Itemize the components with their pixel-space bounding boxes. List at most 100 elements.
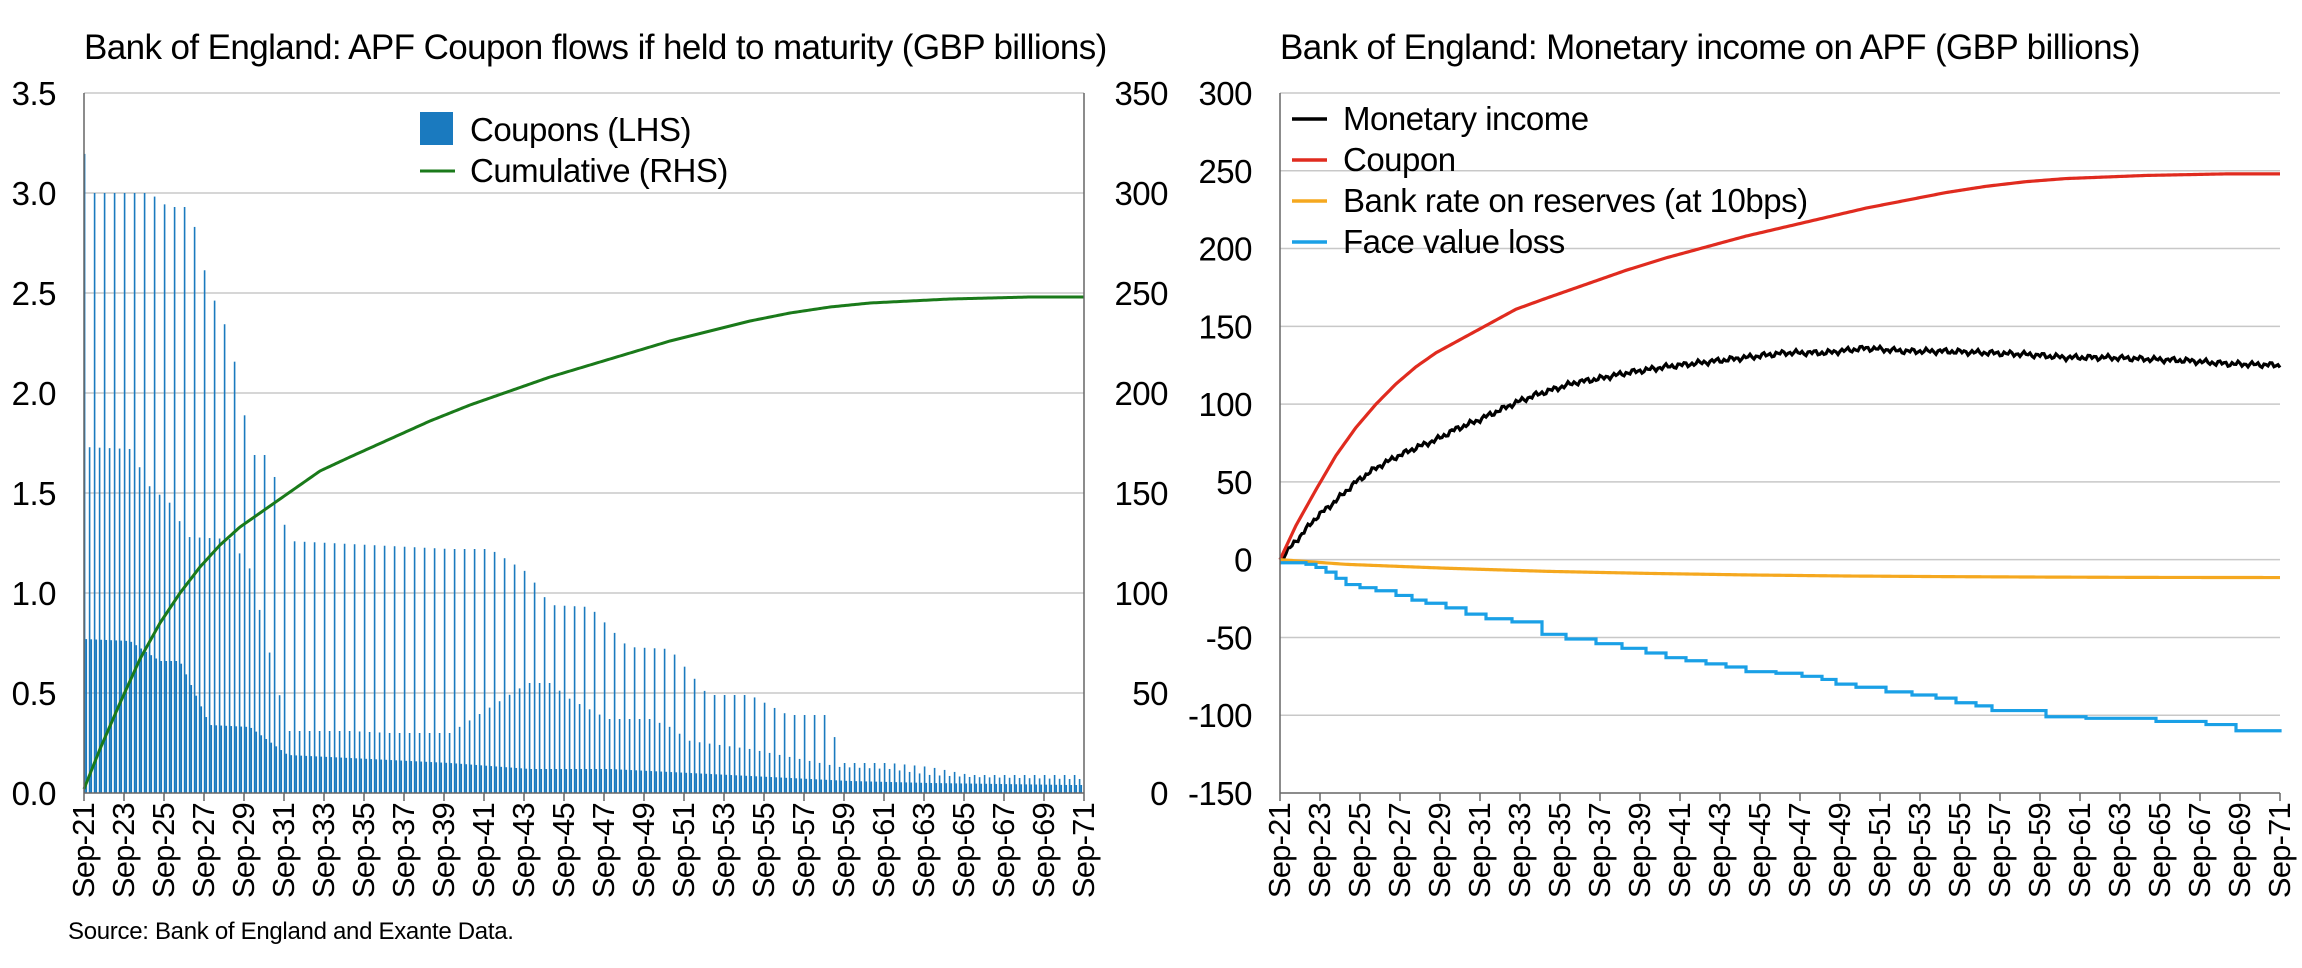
coupon-bar [93,193,96,793]
coupon-bar [353,544,356,793]
coupon-bar [1043,775,1046,793]
coupon-bar [853,763,856,793]
coupon-bar [475,764,478,793]
coupon-bar [663,648,666,793]
coupon-bar [258,609,261,793]
coupon-bar [248,568,251,793]
coupon-bar [350,758,353,793]
coupon-bar [678,733,681,793]
coupon-bar [860,781,863,793]
coupon-bar [568,698,571,793]
coupon-bar [108,448,111,793]
right-y-tick-label: 300 [1114,175,1168,212]
coupon-bar [758,750,761,793]
x-tick-label: Sep-53 [706,803,741,898]
source-note: Source: Bank of England and Exante Data. [68,918,514,945]
coupon-bar [830,780,833,793]
coupon-bar [128,448,131,793]
coupon-bar [415,761,418,793]
coupon-bar [530,769,533,793]
x-tick-label: Sep-71 [1066,803,1101,898]
coupon-bar [105,639,108,793]
coupon-bar [205,717,208,793]
coupon-bar [788,756,791,793]
x-tick-label: Sep-33 [306,803,341,898]
coupon-bar [1015,784,1018,793]
coupon-bar [355,758,358,793]
coupon-bar [915,782,918,793]
coupon-bar [398,733,401,793]
y-tick-label: -100 [1188,697,1252,734]
coupon-bar [345,757,348,793]
coupon-bar [1028,778,1031,793]
coupon-bar [653,648,656,793]
coupon-bar [948,775,951,793]
coupon-bar [695,773,698,793]
coupon-bar [203,270,206,793]
coupon-bar [743,695,746,793]
coupon-bar [340,757,343,793]
coupon-bar [1068,778,1071,793]
coupon-bar [668,726,671,793]
coupon-bar [138,467,141,793]
coupon-bar [1033,775,1036,793]
coupon-bar [540,769,543,793]
coupon-bar [565,769,568,793]
coupon-bar [983,775,986,793]
coupon-bar [335,757,338,793]
coupon-bar [800,778,803,793]
coupon-bar [963,773,966,793]
coupon-bar [728,746,731,793]
right-y-tick-label: 100 [1114,575,1168,612]
coupon-bar [708,743,711,793]
legend-label-2: Coupon [1343,141,1456,178]
coupon-bar [243,415,246,793]
coupon-bar [730,775,733,793]
left-chart-title: Bank of England: APF Coupon flows if hel… [84,28,1107,67]
x-tick-label: Sep-57 [1982,803,2017,898]
coupon-bar [143,193,146,793]
coupon-bar [835,780,838,793]
coupon-bar [910,782,913,793]
coupon-bar [218,538,221,793]
coupon-bar [865,781,868,793]
y-tick-label: 300 [1198,75,1252,112]
coupon-bar [1005,784,1008,793]
coupon-bar [920,782,923,793]
y-tick-label: 150 [1198,308,1252,345]
coupon-bar [825,779,828,793]
coupon-bar [295,755,298,793]
coupon-bar [1075,785,1078,793]
coupon-bar [773,707,776,793]
x-tick-label: Sep-23 [106,803,141,898]
coupon-bar [778,754,781,793]
coupon-bar [965,783,968,793]
coupon-bar [163,204,166,794]
coupon-bar [328,731,331,793]
coupon-bar [603,622,606,793]
coupon-bar [1023,775,1026,793]
coupon-bar [215,725,218,793]
coupon-bar [150,655,153,793]
coupon-bar [253,455,256,793]
coupon-bar [325,756,328,793]
x-tick-label: Sep-21 [1262,803,1297,898]
coupon-bar [270,742,273,793]
coupon-bar [875,781,878,793]
coupon-bar [313,542,316,793]
left-chart-legend: Coupons (LHS) Cumulative (RHS) [420,111,728,189]
coupon-bar [495,766,498,793]
x-tick-label: Sep-27 [186,803,221,898]
coupon-bar [488,707,491,793]
coupon-bar [755,776,758,793]
coupon-bar [753,697,756,793]
coupon-bar [685,772,688,793]
coupon-bar [425,761,428,793]
coupon-bar [1065,784,1068,793]
coupon-bar [120,640,123,793]
legend-label-1: Monetary income [1343,100,1589,137]
coupon-bar [643,647,646,793]
coupon-bar [893,763,896,793]
coupon-bar [553,605,556,793]
coupon-bar [288,731,291,793]
